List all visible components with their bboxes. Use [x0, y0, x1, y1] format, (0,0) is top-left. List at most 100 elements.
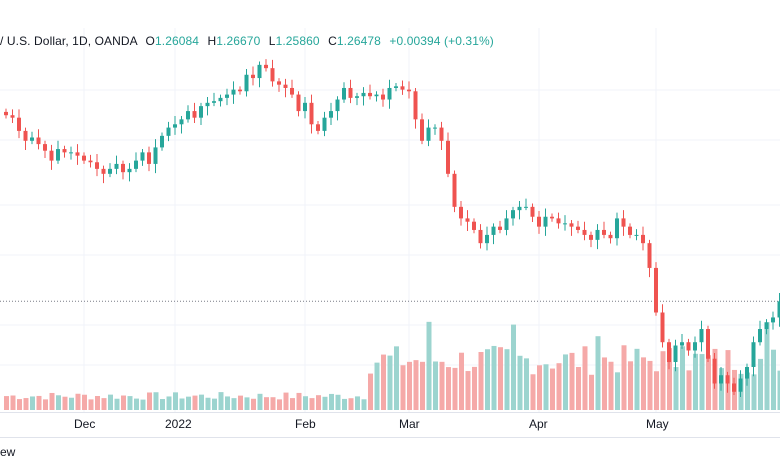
volume-bar: [686, 370, 692, 410]
volume-bar: [602, 357, 607, 410]
candle-body: [556, 218, 561, 224]
candle-body: [127, 168, 132, 173]
candle-body: [62, 149, 67, 153]
volume-bar: [381, 354, 386, 410]
candle-body: [420, 119, 424, 141]
candle-body: [647, 243, 652, 268]
volume-bar: [186, 396, 191, 410]
volume-bar: [75, 393, 81, 410]
volume-bar: [641, 357, 646, 410]
low-value: 1.25860: [275, 34, 320, 48]
candle-body: [478, 229, 483, 244]
volume-bar: [556, 363, 562, 410]
volume-bar: [660, 351, 666, 410]
volume-bar: [166, 396, 172, 410]
candle-body: [329, 111, 333, 118]
volume-bar: [459, 352, 464, 410]
volume-bar: [88, 399, 94, 410]
candle-body: [36, 137, 41, 145]
volume-bar: [270, 397, 276, 410]
volume-bar: [160, 399, 165, 410]
candle-body: [179, 119, 184, 125]
volume-bar: [413, 360, 419, 410]
candle-body: [30, 137, 34, 141]
candle-body: [199, 106, 203, 118]
candle-body: [673, 345, 678, 363]
candle-body: [621, 218, 626, 227]
footer-divider: [0, 437, 780, 438]
volume-bar: [504, 349, 510, 410]
volume-bar: [387, 355, 393, 410]
candle-body: [257, 64, 262, 79]
volume-bar: [173, 392, 178, 410]
candle-body: [82, 155, 86, 161]
volume-bar: [511, 324, 516, 410]
candle-body: [777, 301, 780, 318]
candle-body: [342, 87, 346, 100]
candle-body: [738, 378, 743, 392]
volume-bar: [699, 354, 705, 410]
candle-body: [10, 115, 15, 118]
candle-body: [725, 375, 730, 384]
candle-body: [751, 342, 756, 367]
candle-body: [732, 383, 736, 392]
volume-bar: [192, 395, 198, 410]
candle-body: [192, 111, 197, 118]
candle-body: [459, 206, 463, 219]
close-value: 1.26478: [336, 34, 381, 48]
candle-body: [205, 102, 210, 107]
ohlc-legend: / U.S. Dollar, 1D, OANDA O1.26084 H1.266…: [0, 34, 494, 48]
candle-body: [251, 74, 255, 79]
candle-body: [452, 173, 457, 207]
volume-bar: [647, 360, 653, 410]
volume-bar: [524, 358, 529, 410]
volume-bar: [582, 346, 588, 410]
volume-bar: [465, 371, 471, 410]
volume-bar: [114, 398, 120, 410]
candle-body: [277, 81, 281, 85]
volume-bar: [576, 366, 581, 410]
candle-body: [680, 342, 684, 346]
candle-body: [589, 234, 593, 240]
candle-body: [517, 206, 522, 211]
volume-bar: [433, 361, 438, 410]
volume-bar: [101, 398, 107, 410]
volume-bar: [543, 364, 549, 410]
candle-body: [615, 218, 619, 239]
candle-body: [264, 64, 268, 69]
volume-bar: [667, 348, 672, 410]
volume-bar: [420, 361, 425, 410]
candle-body: [706, 329, 710, 359]
volume-bar: [303, 396, 308, 410]
volume-bar: [673, 367, 679, 410]
volume-bar: [179, 398, 185, 410]
volume-bar: [62, 396, 68, 410]
candle-body: [595, 229, 600, 240]
candle-body: [465, 218, 470, 222]
volume-bar: [478, 352, 484, 410]
volume-bar: [296, 392, 302, 410]
candle-body: [381, 94, 385, 100]
candle-body: [524, 206, 528, 208]
candle-body: [17, 117, 21, 131]
candle-body: [771, 317, 775, 323]
volume-bar: [485, 349, 490, 410]
candle-body: [628, 226, 632, 235]
volume-bar: [147, 392, 152, 410]
volume-bar: [153, 392, 159, 410]
candle-body: [498, 226, 502, 230]
low-key: L: [268, 34, 276, 48]
volume-bar: [322, 396, 328, 410]
volume-bar: [706, 355, 711, 410]
candle-body: [212, 101, 216, 103]
candle-body: [225, 94, 229, 98]
volume-bar: [550, 368, 555, 410]
volume-bar: [257, 393, 263, 410]
candle-body: [231, 89, 236, 95]
candle-body: [387, 87, 392, 100]
candle-body: [244, 74, 249, 92]
candle-body: [121, 163, 125, 173]
candle-body: [153, 147, 158, 164]
candle-body: [322, 117, 327, 131]
